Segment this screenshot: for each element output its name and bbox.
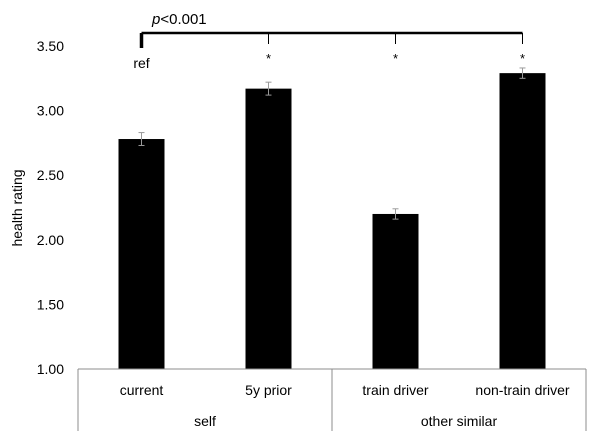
x-tick-label: non-train driver xyxy=(475,382,569,398)
bar xyxy=(118,139,165,369)
x-tick-label: current xyxy=(120,382,164,398)
y-tick-label: 1.50 xyxy=(37,296,64,312)
y-tick-label: 1.00 xyxy=(37,361,64,377)
y-tick-label: 3.00 xyxy=(37,103,64,119)
y-axis-title: health rating xyxy=(9,169,25,246)
x-tick-label: train driver xyxy=(362,382,428,398)
reference-label: ref xyxy=(133,55,149,71)
significance-marker: * xyxy=(393,51,398,66)
bar xyxy=(372,213,419,369)
x-axis-labels: current 5y prior train driver non-train dri… xyxy=(120,382,570,398)
bars xyxy=(118,73,546,370)
x-axis-group-labels: self other similar xyxy=(194,413,497,429)
significance-bracket xyxy=(139,31,523,48)
bar xyxy=(499,73,546,369)
error-bars xyxy=(138,67,526,220)
significance-marker: * xyxy=(266,51,271,66)
y-tick-label: 3.50 xyxy=(37,38,64,54)
y-tick-label: 2.00 xyxy=(37,232,64,248)
significance-label: p<0.001 xyxy=(151,11,207,28)
x-tick-label: 5y prior xyxy=(245,382,292,398)
bar-annotations: ref * * * xyxy=(133,51,525,71)
significance-marker: * xyxy=(520,51,525,66)
y-axis-ticks: 1.00 1.50 2.00 2.50 3.00 3.50 xyxy=(37,38,64,377)
bar xyxy=(245,88,292,370)
x-group-label: other similar xyxy=(421,413,498,429)
y-tick-label: 2.50 xyxy=(37,167,64,183)
x-axis-dividers xyxy=(77,369,587,431)
x-group-label: self xyxy=(194,413,216,429)
